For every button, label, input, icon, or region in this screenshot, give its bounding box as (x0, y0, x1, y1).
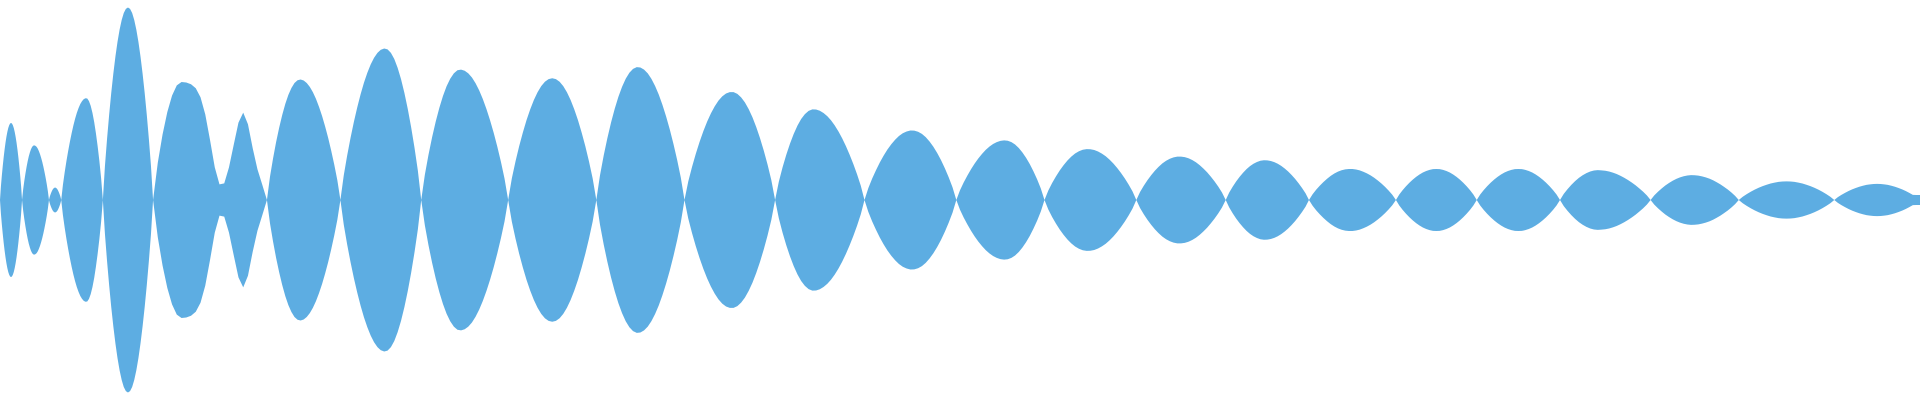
waveform (0, 7, 1920, 393)
